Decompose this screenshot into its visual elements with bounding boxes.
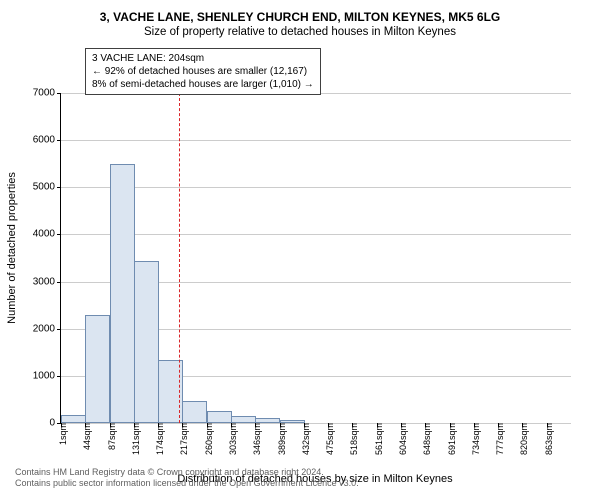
marker-line xyxy=(179,93,180,423)
x-tick-label: 561sqm xyxy=(370,423,384,455)
x-tick-label: 87sqm xyxy=(103,423,117,450)
x-tick-label: 604sqm xyxy=(394,423,408,455)
annotation-line: ← 92% of detached houses are smaller (12… xyxy=(92,65,314,78)
histogram-bar xyxy=(110,164,135,423)
footer-attribution: Contains HM Land Registry data © Crown c… xyxy=(15,467,359,490)
y-axis-label: Number of detached properties xyxy=(6,158,18,338)
histogram-bar xyxy=(134,261,159,423)
x-tick-label: 777sqm xyxy=(491,423,505,455)
footer-line: Contains public sector information licen… xyxy=(15,478,359,490)
page-title: 3, VACHE LANE, SHENLEY CHURCH END, MILTO… xyxy=(0,0,600,24)
histogram-bar xyxy=(61,415,86,423)
x-tick-label: 734sqm xyxy=(467,423,481,455)
x-tick-label: 518sqm xyxy=(345,423,359,455)
y-tick-label: 2000 xyxy=(33,323,61,334)
y-tick-label: 1000 xyxy=(33,370,61,381)
footer-line: Contains HM Land Registry data © Crown c… xyxy=(15,467,359,479)
gridline xyxy=(61,187,571,188)
histogram-bar xyxy=(182,401,207,423)
x-tick-label: 131sqm xyxy=(127,423,141,455)
y-tick-label: 6000 xyxy=(33,135,61,146)
x-tick-label: 648sqm xyxy=(418,423,432,455)
x-tick-label: 432sqm xyxy=(297,423,311,455)
plot-area: 010002000300040005000600070001sqm44sqm87… xyxy=(60,93,571,424)
x-tick-label: 863sqm xyxy=(540,423,554,455)
x-tick-label: 260sqm xyxy=(200,423,214,455)
x-tick-label: 217sqm xyxy=(175,423,189,455)
x-tick-label: 44sqm xyxy=(78,423,92,450)
x-tick-label: 1sqm xyxy=(54,423,68,445)
y-tick-label: 3000 xyxy=(33,276,61,287)
y-tick-label: 4000 xyxy=(33,229,61,240)
histogram-bar xyxy=(280,420,305,423)
x-tick-label: 174sqm xyxy=(151,423,165,455)
histogram-bar xyxy=(231,416,256,423)
y-tick-label: 5000 xyxy=(33,182,61,193)
histogram-bar xyxy=(255,418,280,423)
x-tick-label: 820sqm xyxy=(515,423,529,455)
gridline xyxy=(61,140,571,141)
histogram-bar xyxy=(85,315,110,423)
y-tick-label: 7000 xyxy=(33,88,61,99)
page-subtitle: Size of property relative to detached ho… xyxy=(0,24,600,38)
x-tick-label: 475sqm xyxy=(321,423,335,455)
x-tick-label: 303sqm xyxy=(224,423,238,455)
annotation-box: 3 VACHE LANE: 204sqm ← 92% of detached h… xyxy=(85,48,321,95)
x-tick-label: 346sqm xyxy=(248,423,262,455)
gridline xyxy=(61,234,571,235)
annotation-line: 8% of semi-detached houses are larger (1… xyxy=(92,78,314,91)
annotation-line: 3 VACHE LANE: 204sqm xyxy=(92,52,314,65)
histogram-bar xyxy=(207,411,232,423)
x-tick-label: 691sqm xyxy=(443,423,457,455)
x-tick-label: 389sqm xyxy=(273,423,287,455)
